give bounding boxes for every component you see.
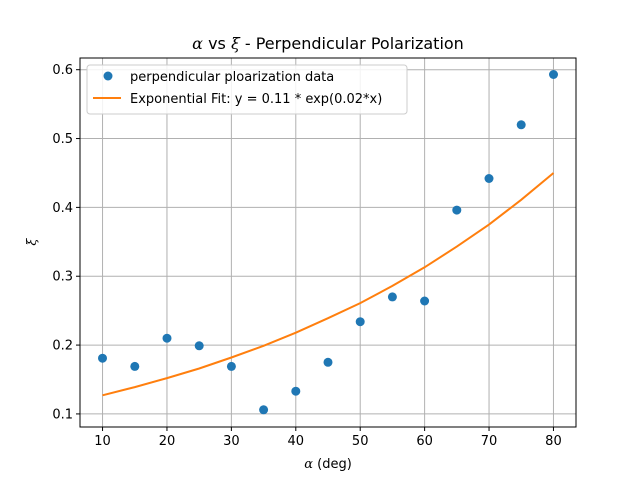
plot-frame [79, 57, 577, 428]
x-tick-label: 40 [288, 434, 305, 449]
y-tick-label: 0.4 [52, 201, 73, 216]
y-tick-label: 0.6 [52, 63, 73, 78]
x-axis-label: α (deg) [304, 457, 352, 472]
data-point [323, 357, 333, 367]
data-point [259, 405, 269, 415]
legend-marker-data [103, 71, 113, 81]
xlabel-symbol: α [304, 457, 313, 472]
fit-line [102, 172, 555, 397]
title-symbol-x: α [192, 34, 203, 53]
x-tick-label: 10 [94, 434, 111, 449]
points-layer [98, 70, 558, 415]
x-tick-label: 20 [159, 434, 176, 449]
data-point [98, 353, 107, 363]
y-tick-label: 0.3 [52, 270, 73, 285]
y-tick-label: 0.2 [52, 339, 73, 354]
legend-label-data: perpendicular ploarization data [130, 70, 334, 85]
data-point [452, 205, 462, 215]
chart-title: α vs ξ - Perpendicular Polarization [192, 34, 464, 53]
title-mid: vs [203, 34, 231, 53]
legend-box [86, 64, 408, 115]
x-tick-label: 50 [352, 434, 369, 449]
title-symbol-y: ξ [231, 34, 241, 53]
data-point [291, 386, 301, 396]
y-tick-label: 0.5 [52, 132, 73, 147]
legend-label-fit: Exponential Fit: y = 0.11 * exp(0.02*x) [130, 92, 382, 107]
y-tick-label: 0.1 [52, 407, 73, 422]
x-tick-label: 60 [416, 434, 433, 449]
data-point [549, 70, 558, 79]
data-point [194, 341, 204, 351]
data-point [516, 120, 526, 130]
data-point [420, 296, 430, 306]
legend: perpendicular ploarization data Exponent… [86, 64, 408, 115]
x-tick-label: 30 [223, 434, 240, 449]
data-point [226, 361, 236, 371]
x-ticks: 10 20 30 40 50 60 70 80 [94, 427, 562, 449]
fit-line-layer [102, 172, 555, 397]
data-point [355, 317, 365, 327]
data-point [484, 174, 494, 183]
x-tick-label: 70 [481, 434, 498, 449]
xlabel-rest: (deg) [313, 457, 352, 472]
title-rest: - Perpendicular Polarization [240, 34, 464, 53]
y-ticks: 0.1 0.2 0.3 0.4 0.5 0.6 [52, 63, 80, 422]
x-tick-label: 80 [545, 434, 562, 449]
data-point [387, 292, 397, 302]
data-point [130, 361, 140, 371]
data-point [162, 333, 172, 343]
y-axis-label: ξ [25, 238, 40, 246]
